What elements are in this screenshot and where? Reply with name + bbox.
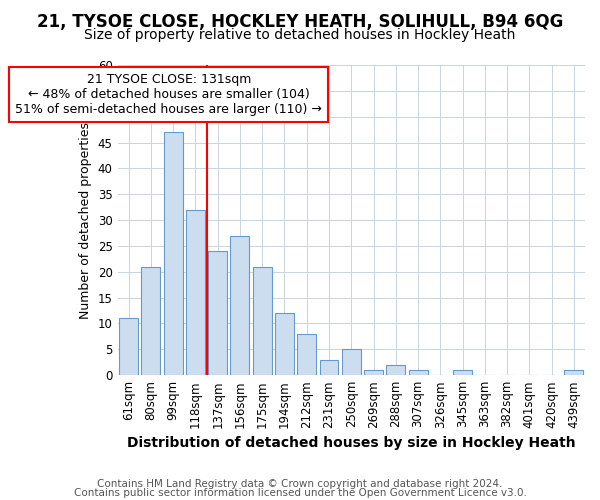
Bar [253,266,272,375]
Text: Contains HM Land Registry data © Crown copyright and database right 2024.: Contains HM Land Registry data © Crown c… [97,479,503,489]
Bar [142,266,160,375]
Bar [275,313,294,375]
Y-axis label: Number of detached properties: Number of detached properties [79,122,92,318]
Bar [208,251,227,375]
Text: 21 TYSOE CLOSE: 131sqm
← 48% of detached houses are smaller (104)
51% of semi-de: 21 TYSOE CLOSE: 131sqm ← 48% of detached… [15,73,322,116]
Bar [186,210,205,375]
Text: Contains public sector information licensed under the Open Government Licence v3: Contains public sector information licen… [74,488,526,498]
Bar [320,360,338,375]
Bar [386,365,405,375]
Bar [364,370,383,375]
Bar [409,370,428,375]
Bar [297,334,316,375]
Text: 21, TYSOE CLOSE, HOCKLEY HEATH, SOLIHULL, B94 6QG: 21, TYSOE CLOSE, HOCKLEY HEATH, SOLIHULL… [37,12,563,30]
Bar [230,236,250,375]
Bar [453,370,472,375]
X-axis label: Distribution of detached houses by size in Hockley Heath: Distribution of detached houses by size … [127,436,575,450]
Bar [164,132,182,375]
Bar [119,318,138,375]
Text: Size of property relative to detached houses in Hockley Heath: Size of property relative to detached ho… [85,28,515,42]
Bar [342,350,361,375]
Bar [565,370,583,375]
